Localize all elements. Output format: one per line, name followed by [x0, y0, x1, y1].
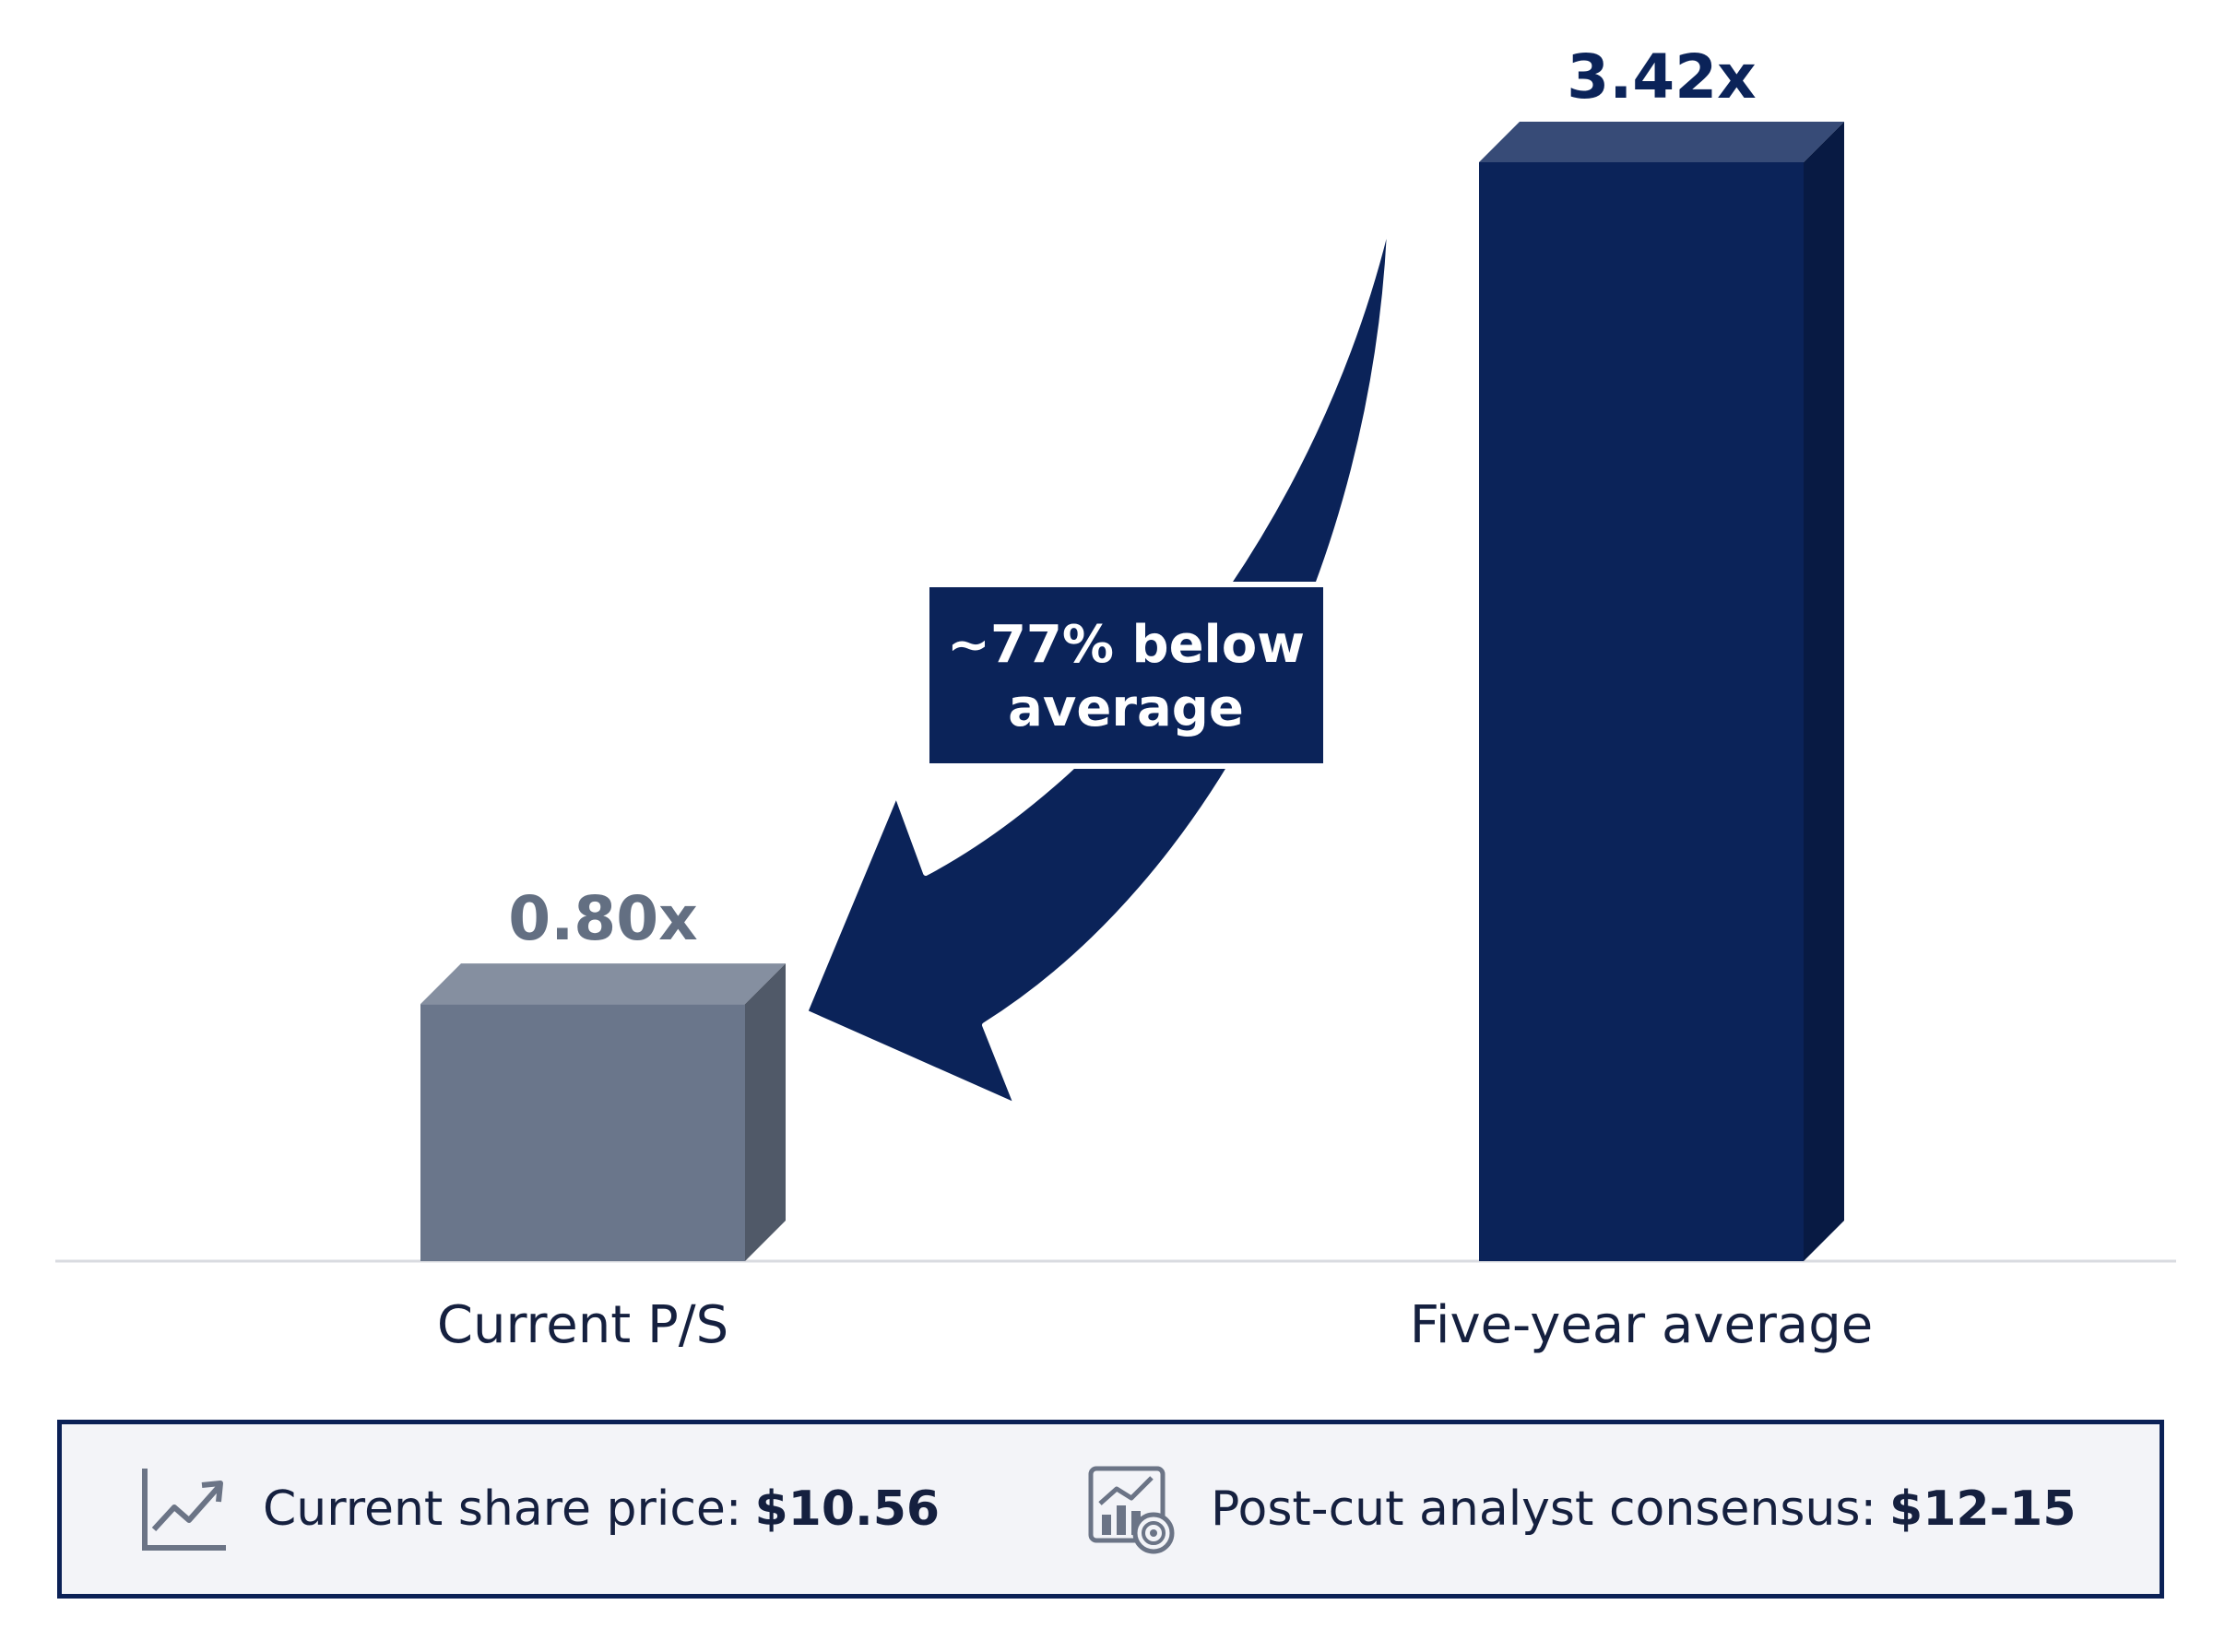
bar-top [420, 963, 786, 1005]
bar-1 [420, 963, 786, 1261]
analyst-consensus-value: $12-15 [1889, 1481, 2077, 1537]
share-price-label: Current share price: [263, 1481, 742, 1537]
share-price-value: $10.56 [754, 1481, 941, 1537]
bar-value-label-2: 3.42x [1567, 41, 1756, 112]
callout-line-1: ~77% below [947, 615, 1305, 675]
bar-side [745, 963, 786, 1261]
bar-value-label-1: 0.80x [508, 883, 697, 954]
bars-layer [420, 122, 1844, 1261]
analytics-target-icon [1088, 1466, 1175, 1554]
callout-line-2: average [1008, 678, 1244, 738]
bar-front [1479, 162, 1804, 1261]
trend-line-icon [142, 1469, 226, 1551]
footer-item-share-price: Current share price: $10.56 [137, 1424, 940, 1594]
chart-canvas: ~77% below average 0.80x Current P/S 3.42x… [55, 41, 2176, 1355]
bar-front [420, 1004, 745, 1261]
bar-2 [1479, 122, 1844, 1261]
analyst-consensus-label: Post-cut analyst consensus: [1211, 1481, 1877, 1537]
bar-side [1804, 122, 1844, 1261]
footer-item-analyst-consensus: Post-cut analyst consensus: $12-15 [1085, 1424, 2077, 1594]
category-label-2: Five-year average [1410, 1295, 1874, 1355]
decline-callout: ~77% below average [924, 582, 1329, 769]
summary-footer: Current share price: $10.56 Post-cut ana… [57, 1420, 2164, 1599]
category-label-1: Current P/S [437, 1295, 728, 1355]
callout-box [924, 582, 1329, 769]
bar-top [1479, 122, 1844, 162]
decline-arrow [802, 207, 1393, 1109]
